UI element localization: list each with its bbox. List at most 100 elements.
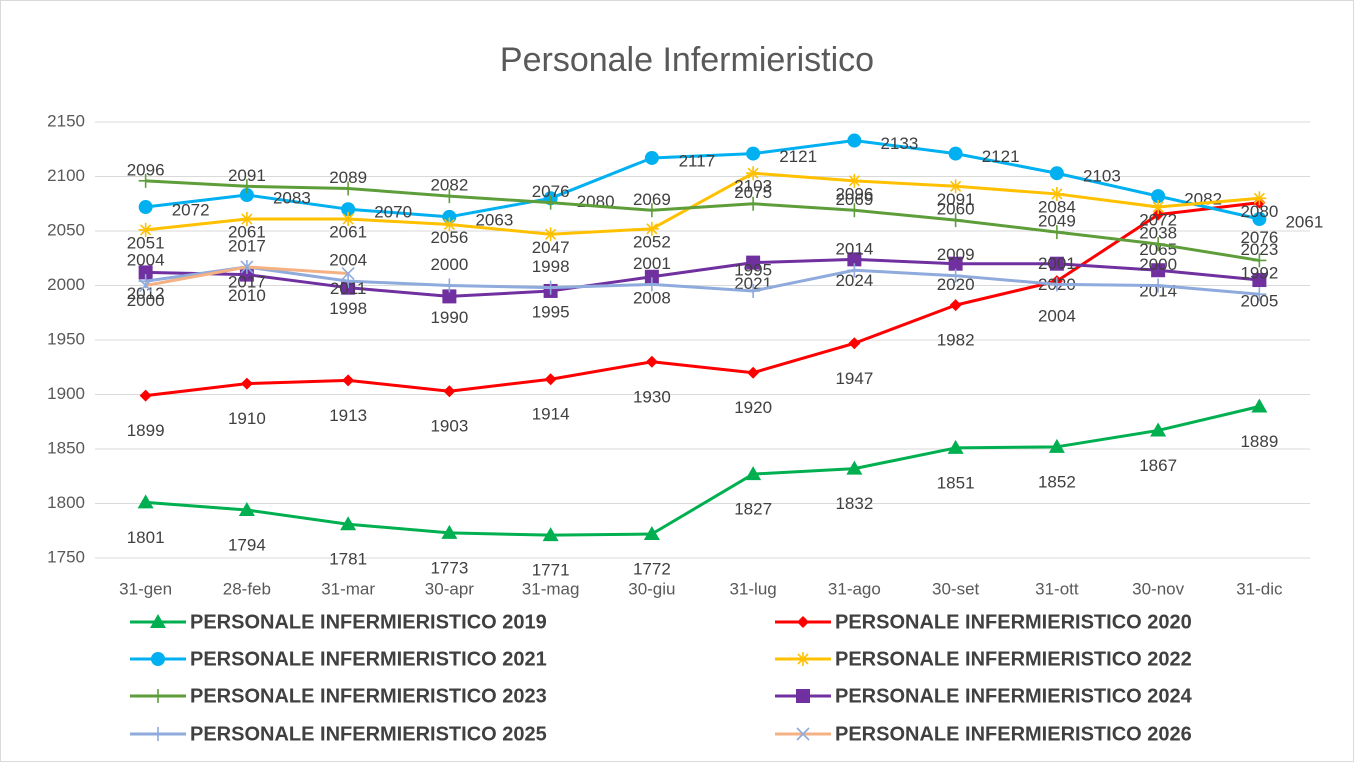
data-label: 2000: [430, 255, 468, 274]
point-marker: [341, 266, 355, 281]
y-tick-label: 1750: [47, 547, 85, 566]
point-marker: [644, 269, 659, 284]
data-label: 2103: [1083, 167, 1121, 186]
x-tick-label: 30-set: [932, 579, 980, 598]
point-marker: [341, 181, 356, 196]
point-marker: [644, 203, 659, 218]
point-marker: [543, 227, 558, 242]
data-label: 1867: [1139, 456, 1177, 475]
series-line: [145, 405, 1260, 537]
data-label: 1930: [633, 387, 671, 406]
data-label: 2047: [532, 238, 570, 257]
y-tick-label: 1950: [47, 329, 85, 348]
point-marker: [1151, 200, 1166, 215]
point-marker: [746, 146, 761, 161]
data-label: 2076: [532, 182, 570, 201]
point-marker: [137, 494, 154, 509]
data-label: 2014: [835, 240, 873, 259]
y-tick-label: 1850: [47, 438, 85, 457]
data-label: 2121: [779, 147, 817, 166]
series-line: [145, 139, 1260, 221]
data-label: 1801: [127, 528, 165, 547]
point-marker: [1252, 212, 1267, 227]
legend-marker: [796, 727, 810, 741]
point-marker: [1151, 237, 1166, 252]
legend-marker: [796, 652, 810, 666]
data-label: 2038: [1139, 224, 1177, 243]
data-label: 2076: [1240, 228, 1278, 247]
point-marker: [138, 173, 153, 188]
data-label: 1913: [329, 406, 367, 425]
point-marker: [238, 502, 255, 517]
data-label: 1995: [532, 302, 570, 321]
data-label: 2080: [1240, 202, 1278, 221]
x-tick-label: 31-lug: [729, 579, 776, 598]
legend-label: PERSONALE INFERMIERISTICO 2020: [835, 611, 1192, 633]
data-label: 2012: [127, 284, 165, 303]
data-label: 2096: [127, 160, 165, 179]
point-marker: [239, 212, 254, 227]
point-marker: [948, 179, 963, 194]
data-label: 2000: [127, 291, 165, 310]
point-marker: [1049, 186, 1064, 201]
data-label: 2103: [734, 177, 772, 196]
data-label: 2061: [329, 222, 367, 241]
data-label: 1832: [835, 494, 873, 513]
point-marker: [1049, 166, 1064, 181]
point-marker: [948, 256, 963, 271]
legend-label: PERSONALE INFERMIERISTICO 2024: [835, 685, 1193, 707]
point-marker: [746, 255, 761, 270]
x-tick-label: 31-mag: [522, 579, 580, 598]
legend-marker: [151, 689, 165, 703]
legend-label: PERSONALE INFERMIERISTICO 2026: [835, 723, 1192, 745]
point-marker: [340, 516, 357, 531]
point-marker: [747, 366, 760, 379]
point-marker: [441, 524, 458, 539]
point-marker: [442, 278, 457, 293]
data-label: 1889: [1240, 432, 1278, 451]
point-marker: [1049, 256, 1064, 271]
point-marker: [442, 189, 457, 204]
data-label: 1998: [329, 299, 367, 318]
data-label: 2000: [1139, 255, 1177, 274]
data-label: 1899: [127, 421, 165, 440]
data-label: 2009: [937, 245, 975, 264]
data-label: 2117: [679, 151, 716, 170]
point-marker: [1252, 273, 1267, 288]
point-marker: [442, 289, 457, 304]
point-marker: [1252, 253, 1267, 268]
data-label: 2004: [1038, 307, 1076, 326]
y-tick-label: 2150: [47, 111, 85, 130]
legend-label: PERSONALE INFERMIERISTICO 2019: [190, 611, 547, 633]
point-marker: [948, 146, 963, 161]
point-marker: [847, 263, 862, 278]
point-marker: [543, 195, 558, 210]
data-label: 2091: [937, 190, 975, 209]
data-label: 2072: [172, 201, 210, 220]
point-marker: [948, 213, 963, 228]
data-label: 2121: [982, 147, 1020, 166]
data-label: 2089: [329, 168, 367, 187]
point-marker: [644, 150, 659, 165]
series-line: [145, 179, 1260, 262]
chart-title: Personale Infermieristico: [500, 41, 874, 79]
point-marker: [746, 283, 761, 298]
data-label: 1998: [532, 257, 570, 276]
point-marker: [643, 526, 660, 541]
data-label: 1995: [734, 260, 772, 279]
y-tick-label: 2050: [47, 220, 85, 239]
point-marker: [1151, 263, 1166, 278]
legend-marker: [150, 614, 166, 628]
legend-label: PERSONALE INFERMIERISTICO 2025: [190, 723, 547, 745]
point-marker: [544, 373, 557, 386]
point-marker: [139, 389, 152, 402]
point-marker: [341, 274, 356, 289]
point-marker: [342, 374, 355, 387]
point-marker: [239, 179, 254, 194]
data-label: 2052: [633, 232, 671, 251]
data-label: 1771: [532, 561, 570, 580]
legend-label: PERSONALE INFERMIERISTICO 2023: [190, 685, 547, 707]
data-label: 2011: [330, 279, 367, 298]
data-label: 2049: [1038, 212, 1076, 231]
